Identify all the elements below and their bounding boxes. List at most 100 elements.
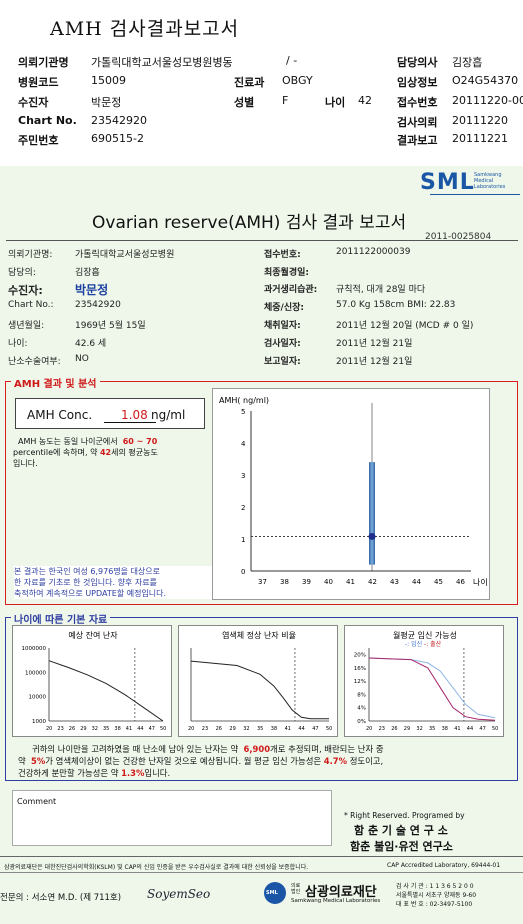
info-label: 난소수술여부:	[8, 357, 61, 367]
normal-egg-ratio-chart: 염색체 정상 난자 비율 20 23 26 29 32 35 38 41 44 47 50	[188, 630, 332, 732]
remaining-eggs-panel: 예상 잔여 난자 20 23 26 29 32 35 38 41 44 47 50 1000 10000 1…	[12, 625, 172, 737]
info-label: 검사일자:	[264, 339, 301, 349]
summary-text: 가 염색체이상이 없는 건강한 난자일 것으로 예상됩니다. 월 평균 임신 가…	[45, 756, 322, 766]
small-chart-x-tick: 47	[312, 726, 318, 732]
amh-chart-panel: AMH( ng/ml) 0 1 2 3 4 5 37 38 39 40 41 42 43 44 45 46 나이	[212, 388, 490, 600]
header-value-clinical-info: O24G54370	[452, 74, 519, 87]
small-chart-x-tick: 50	[492, 726, 498, 732]
institute-name-1: 함 춘 기 술 연 구 소	[354, 824, 448, 837]
comment-label: Comment	[17, 797, 57, 806]
info-label: 의뢰기관명:	[8, 250, 53, 260]
small-chart-y-tick: 4%	[357, 706, 366, 712]
info-label: 채취일자:	[264, 321, 301, 331]
info-label: 접수번호:	[264, 250, 301, 260]
note-line: 본 결과는 한국인 여성 6,976명을 대상으로	[14, 567, 161, 576]
small-chart-y-tick: 10000	[29, 695, 47, 701]
info-value: 57.0 Kg 158cm BMI: 22.83	[336, 300, 456, 310]
small-chart-x-tick: 32	[416, 726, 422, 732]
legend-birth: -: 출산	[424, 640, 442, 648]
amh-x-axis-label: 나이	[473, 577, 488, 587]
header-value-report-date: 20111221	[452, 132, 508, 145]
summary-text: 정도이고,	[349, 756, 384, 766]
info-label: 과거생리습관:	[264, 285, 318, 295]
info-value: 1969년 5월 15일	[75, 321, 146, 331]
small-chart-y-tick: 12%	[354, 679, 366, 685]
footer-rule	[0, 856, 523, 857]
amh-y-axis-label: AMH( ng/ml)	[219, 396, 269, 405]
amh-desc-text: 세의 평균농도	[111, 448, 158, 457]
amh-data-note: 본 결과는 한국인 여성 6,976명을 대상으로 한 자료를 기초로 한 것입…	[14, 566, 214, 599]
pregnancy-chance-panel: 월평균 임신 가능성 20 23 26 29 32 35 38 41 44 47 50 0% 4% 8% 12…	[344, 625, 504, 737]
amh-x-tick-label: 39	[302, 578, 311, 586]
comment-box: Comment	[12, 790, 332, 846]
address-line: 검 사 기 관 : 1 1 3 6 5 2 0 0	[396, 883, 474, 890]
header-label-report-date: 결과보고	[397, 134, 438, 147]
header-label-chart-no: Chart No.	[18, 114, 77, 127]
amh-section-title: AMH 결과 및 분석	[11, 375, 100, 390]
amh-y-tick-label: 0	[241, 568, 245, 576]
info-label: 최종월경일:	[264, 268, 309, 278]
rights-notice: * Right Reserved. Programed by	[344, 811, 465, 820]
title-rule	[6, 240, 518, 241]
amh-equivalent-age: 42	[99, 448, 112, 457]
small-chart-x-tick: 38	[114, 726, 120, 732]
info-label: 담당의:	[8, 268, 36, 278]
small-chart-y-tick: 1000000	[22, 646, 47, 652]
small-chart-x-tick: 29	[404, 726, 410, 732]
small-chart-x-tick: 38	[271, 726, 277, 732]
org-logo-icon	[264, 882, 286, 904]
info-label: 수진자:	[8, 284, 43, 297]
amh-x-tick-label: 40	[324, 578, 333, 586]
address-line: 서울특별시 서초구 양재동 9-60	[396, 892, 477, 899]
header-label-request: 검사의뢰	[397, 116, 438, 129]
header-label-doctor: 담당의사	[397, 56, 438, 69]
small-chart-title: 월평균 임신 가능성	[393, 630, 457, 640]
small-chart-x-tick: 41	[454, 726, 460, 732]
info-value: 23542920	[75, 300, 121, 310]
amh-y-tick-label: 3	[241, 472, 245, 480]
info-value: 2011년 12월 21일	[336, 357, 413, 367]
small-chart-title: 예상 잔여 난자	[68, 630, 118, 640]
amh-patient-point	[368, 532, 376, 540]
header-value-receipt-no: 20111220-000	[452, 94, 523, 107]
sml-sub-line: Samkwang	[474, 172, 502, 178]
small-chart-series-line	[48, 660, 164, 722]
small-chart-x-tick: 47	[479, 726, 485, 732]
address-line: 대 표 번 호 : 02-3497-5100	[396, 901, 473, 908]
small-chart-y-tick: 8%	[357, 692, 366, 698]
age-data-section	[5, 617, 518, 781]
amh-conc-label: AMH Conc.	[27, 408, 93, 422]
header-value-sex: F	[282, 94, 289, 107]
small-chart-x-tick: 35	[429, 726, 435, 732]
summary-normal-ratio: 5%	[31, 756, 46, 766]
footer-certification: 삼광의료재단은 대한진단검사의학회(KSLM) 및 CAP의 신임 인증을 받은…	[4, 864, 309, 871]
doctor-signature: SoyemSeo	[147, 887, 211, 901]
small-chart-x-tick: 23	[202, 726, 208, 732]
sml-sub-line: Laboratories	[474, 184, 506, 190]
amh-desc-text: percentile에 속하며, 약	[13, 448, 98, 457]
info-label: 생년월일:	[8, 321, 45, 331]
small-chart-x-tick: 50	[326, 726, 332, 732]
small-chart-series-line	[368, 657, 496, 721]
info-value: 2011122000039	[336, 247, 411, 257]
small-chart-x-tick: 41	[285, 726, 291, 732]
info-label: 나이:	[8, 339, 28, 349]
amh-x-tick-label: 43	[390, 578, 399, 586]
info-value: NO	[75, 354, 89, 364]
header-value-age: 42	[358, 94, 372, 107]
org-name: 삼광의료재단	[305, 885, 377, 900]
note-line: 축적하여 계속적으로 UPDATE할 예정입니다.	[14, 589, 167, 598]
amh-y-tick-label: 2	[241, 504, 245, 512]
header-value-resident-no: 690515-2	[91, 132, 144, 145]
header-value-request: 20111220	[452, 114, 508, 127]
summary-text: 개로 추정되며, 배란되는 난자 중	[270, 744, 384, 754]
header-value-department: OBGY	[282, 74, 313, 87]
small-chart-x-tick: 47	[149, 726, 155, 732]
amh-x-tick-label: 44	[412, 578, 421, 586]
small-chart-y-tick: 0%	[357, 719, 366, 725]
org-logo-text: SML	[266, 890, 278, 896]
header-value-doctor: 김장흡	[452, 56, 483, 69]
header-label-sex: 성별	[234, 96, 255, 109]
amh-x-tick-label: 42	[368, 578, 377, 586]
header-label-department: 진료과	[234, 76, 265, 89]
